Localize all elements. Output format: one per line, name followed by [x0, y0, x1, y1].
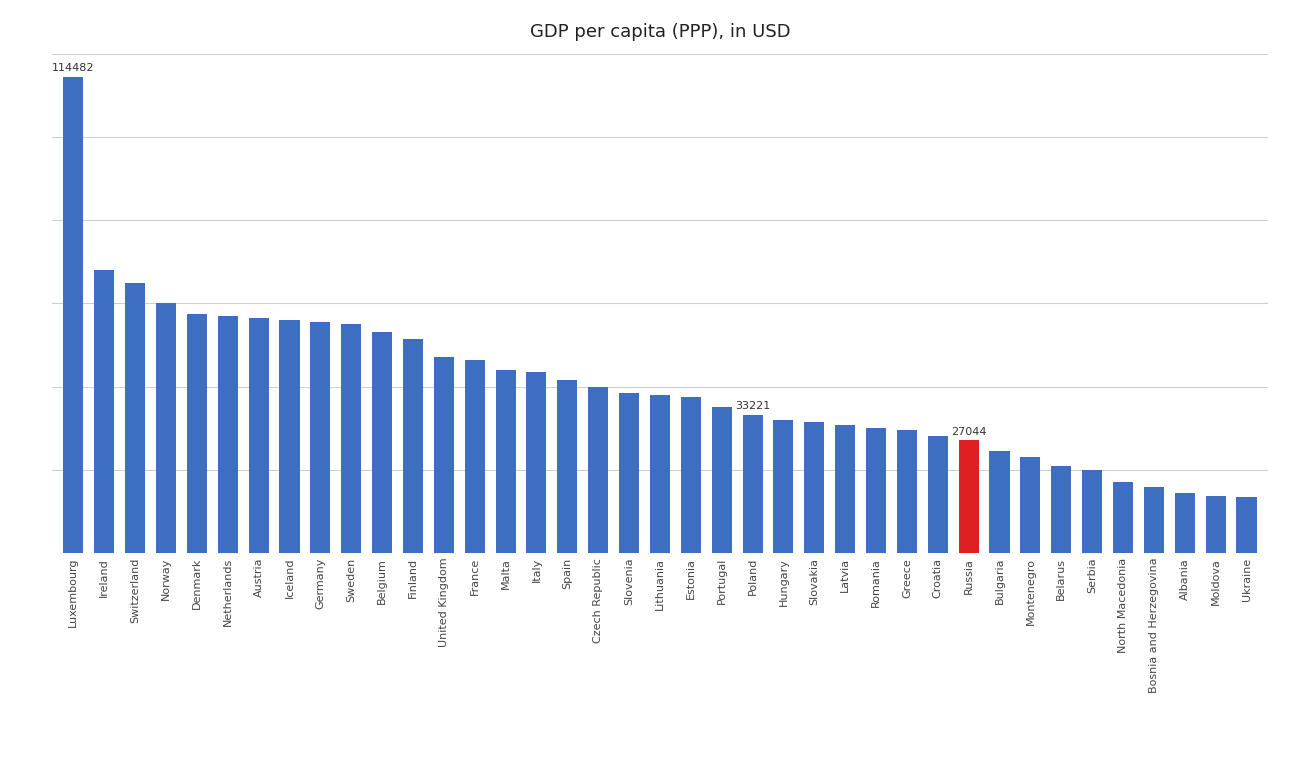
Bar [157, 303, 176, 553]
Bar [1082, 470, 1102, 553]
Bar [527, 372, 546, 553]
Bar [774, 420, 793, 553]
Bar [619, 392, 639, 553]
Bar [1021, 457, 1040, 553]
Bar [63, 77, 83, 553]
Bar [248, 318, 269, 553]
Bar [126, 283, 145, 553]
Title: GDP per capita (PPP), in USD: GDP per capita (PPP), in USD [529, 23, 791, 41]
Bar [959, 441, 978, 553]
Bar [650, 395, 670, 553]
Bar [928, 436, 947, 553]
Bar [835, 425, 855, 553]
Bar [1144, 487, 1163, 553]
Bar [402, 339, 423, 553]
Bar [1051, 466, 1071, 553]
Bar [496, 370, 515, 553]
Bar [866, 429, 886, 553]
Bar [1237, 497, 1256, 553]
Text: 114482: 114482 [52, 64, 94, 74]
Bar [186, 314, 207, 553]
Text: 27044: 27044 [951, 427, 986, 437]
Bar [342, 324, 361, 553]
Bar [94, 270, 114, 553]
Bar [558, 380, 577, 553]
Bar [373, 333, 392, 553]
Bar [433, 357, 454, 553]
Bar [465, 359, 485, 553]
Bar [311, 322, 330, 553]
Bar [681, 397, 701, 553]
Bar [1175, 493, 1194, 553]
Bar [589, 386, 608, 553]
Bar [712, 407, 731, 553]
Text: 33221: 33221 [735, 402, 770, 412]
Bar [280, 320, 299, 553]
Bar [1206, 496, 1225, 553]
Bar [990, 451, 1009, 553]
Bar [1113, 482, 1134, 553]
Bar [897, 430, 917, 553]
Bar [743, 415, 762, 553]
Bar [805, 422, 824, 553]
Bar [217, 316, 238, 553]
